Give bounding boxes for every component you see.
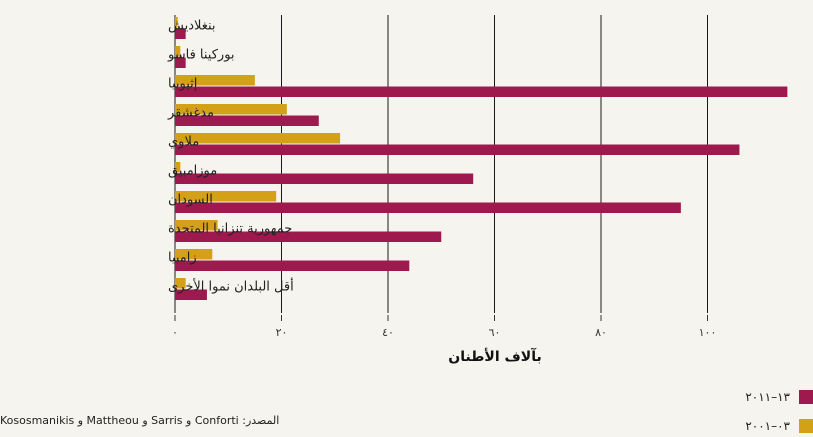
bar (175, 133, 341, 144)
legend-swatch (799, 419, 813, 433)
category-label: أقل البلدان نموا الأخرى (168, 278, 294, 295)
bar (175, 17, 178, 28)
bar (175, 75, 255, 86)
x-tick-label: ١٠٠ (699, 326, 717, 339)
bar (175, 57, 186, 68)
bar (175, 46, 181, 57)
category-label: مدغشقر (167, 106, 214, 121)
category-label: زامبيا (168, 251, 197, 266)
x-tick-label: ٦٠ (489, 326, 501, 339)
x-tick-label: ٠ (172, 326, 178, 339)
bar (175, 202, 681, 213)
bar (175, 115, 319, 126)
legend-label: ١٣–٢٠١١ (745, 390, 790, 404)
bar (175, 220, 218, 231)
category-label: جمهورية تنزانيا المتحدة (168, 222, 292, 237)
bar (175, 289, 207, 300)
bar (175, 144, 740, 155)
bar (175, 231, 442, 242)
category-label: موزامبيق (168, 164, 217, 179)
category-label: بوركينا فاسو (167, 48, 235, 63)
legend-swatch (799, 390, 813, 404)
category-label: بنغلاديش (168, 19, 216, 34)
bar (175, 28, 186, 39)
source-note: المصدر: Conforti و Sarris و Mattheou و K… (0, 414, 280, 427)
bar (175, 260, 410, 271)
category-label: السودان (168, 193, 213, 208)
bar (175, 104, 287, 115)
x-tick-label: ٤٠ (382, 326, 394, 339)
x-tick-label: ٨٠ (595, 326, 607, 339)
bar (175, 249, 213, 260)
x-axis-label: بآلاف الأطنان (448, 347, 541, 365)
legend-label: ٠٣–٢٠٠١ (745, 419, 790, 433)
bar (175, 162, 181, 173)
bar (175, 191, 277, 202)
category-label: إثيوبيا (168, 77, 197, 92)
bar (175, 86, 788, 97)
x-tick-label: ٢٠ (276, 326, 288, 339)
category-label: ملاوي (168, 135, 199, 150)
bar (175, 173, 474, 184)
bar (175, 278, 186, 289)
